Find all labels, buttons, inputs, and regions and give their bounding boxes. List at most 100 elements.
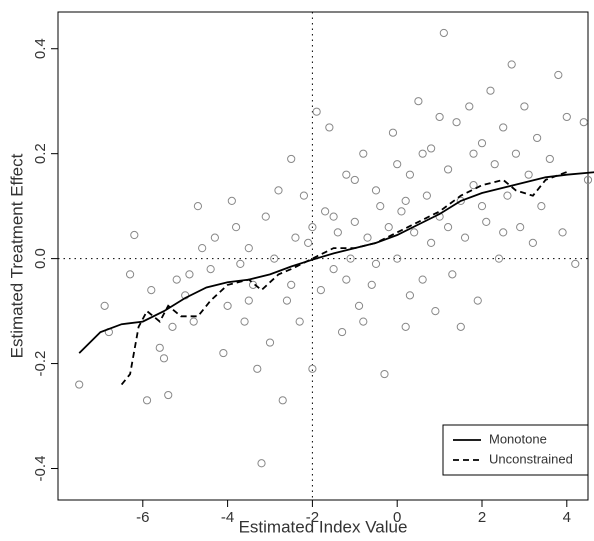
scatter-point (168, 322, 177, 331)
scatter-point (393, 160, 402, 169)
scatter-point (554, 70, 563, 80)
scatter-point (422, 191, 431, 200)
scatter-point (562, 112, 571, 122)
scatter-point (427, 238, 436, 247)
scatter-point (558, 228, 567, 237)
scatter-point (482, 217, 491, 226)
scatter-point (253, 364, 262, 373)
x-tick-label: 2 (478, 509, 486, 526)
scatter-point (537, 202, 546, 211)
scatter-point (371, 259, 381, 268)
scatter-point (244, 296, 253, 305)
scatter-point (185, 270, 194, 279)
scatter-point (376, 202, 385, 211)
scatter-point (359, 317, 368, 326)
scatter-point (384, 223, 393, 232)
scatter-point (456, 322, 465, 331)
scatter-point (388, 128, 398, 137)
scatter-point (261, 212, 270, 221)
y-axis-label: Estimated Treatment Effect (7, 153, 26, 358)
scatter-point (304, 238, 313, 247)
scatter-point (477, 202, 487, 211)
scatter-point (494, 254, 504, 263)
scatter-point (456, 196, 465, 206)
scatter-point (469, 149, 478, 158)
scatter-point (460, 233, 470, 242)
legend-label: Unconstrained (489, 451, 573, 466)
x-tick-label: -2 (306, 509, 319, 526)
y-tick-label: 0.4 (32, 38, 49, 59)
scatter-point (159, 354, 169, 363)
scatter-point (380, 369, 389, 379)
fit-line (78, 171, 594, 354)
scatter-point (325, 123, 334, 132)
y-tick-label: -0.4 (32, 456, 49, 482)
scatter-point (507, 60, 516, 69)
scatter-point (465, 102, 474, 111)
scatter-point (342, 275, 351, 284)
scatter-point (274, 186, 283, 195)
scatter-point (435, 112, 444, 122)
scatter-point (473, 296, 482, 305)
scatter-point (579, 118, 588, 127)
scatter-point (490, 160, 499, 169)
scatter-point (448, 270, 457, 279)
scatter-point (282, 296, 292, 305)
scatter-point (401, 322, 410, 331)
scatter-point (164, 390, 173, 400)
scatter-point (427, 144, 436, 153)
scatter-point (477, 139, 487, 148)
scatter-point (443, 223, 453, 232)
scatter-point (329, 212, 338, 221)
scatter-point (337, 327, 347, 337)
scatter-point (329, 265, 338, 274)
y-tick-label: 0.2 (32, 143, 49, 164)
x-tick-label: 4 (563, 509, 571, 526)
scatter-point (240, 317, 249, 326)
scatter-point (223, 301, 232, 310)
scatter-point (499, 228, 508, 237)
scatter-point (321, 207, 330, 216)
scatter-point (236, 259, 245, 268)
scatter-point (270, 254, 279, 263)
scatter-point (142, 396, 152, 405)
scatter-point (511, 149, 521, 158)
scatter-point (130, 230, 139, 240)
x-tick-label: -6 (136, 509, 149, 526)
scatter-point (265, 338, 275, 347)
scatter-point (354, 301, 364, 310)
scatter-point (346, 254, 355, 263)
scatter-point (287, 154, 296, 164)
scatter-point (363, 233, 372, 242)
scatter-point (499, 123, 508, 132)
scatter-point (308, 364, 317, 373)
scatter-point (410, 228, 419, 237)
scatter-point (367, 280, 376, 289)
scatter-point (397, 207, 406, 216)
scatter-point (219, 348, 228, 358)
scatter-point (571, 259, 580, 268)
y-tick-label: -0.2 (32, 351, 49, 377)
scatter-point (172, 275, 181, 284)
scatter-point (295, 317, 304, 326)
scatter-point (439, 28, 448, 38)
scatter-point (316, 286, 325, 295)
scatter-point (405, 170, 415, 179)
scatter-point (257, 459, 266, 468)
scatter-point (308, 223, 317, 232)
scatter-point (359, 149, 368, 158)
scatter-point (516, 223, 525, 232)
scatter-point (210, 233, 219, 242)
scatter-point (443, 165, 453, 174)
scatter-point (248, 280, 258, 289)
scatter-point (371, 186, 381, 195)
scatter-point (193, 202, 203, 211)
scatter-point (287, 280, 296, 289)
x-tick-label: -4 (221, 509, 234, 526)
scatter-point (486, 86, 495, 95)
scatter-point (125, 270, 135, 279)
scatter-point (227, 196, 236, 206)
scatter-point (469, 181, 478, 190)
scatter-point (333, 228, 342, 237)
scatter-point (147, 286, 156, 295)
